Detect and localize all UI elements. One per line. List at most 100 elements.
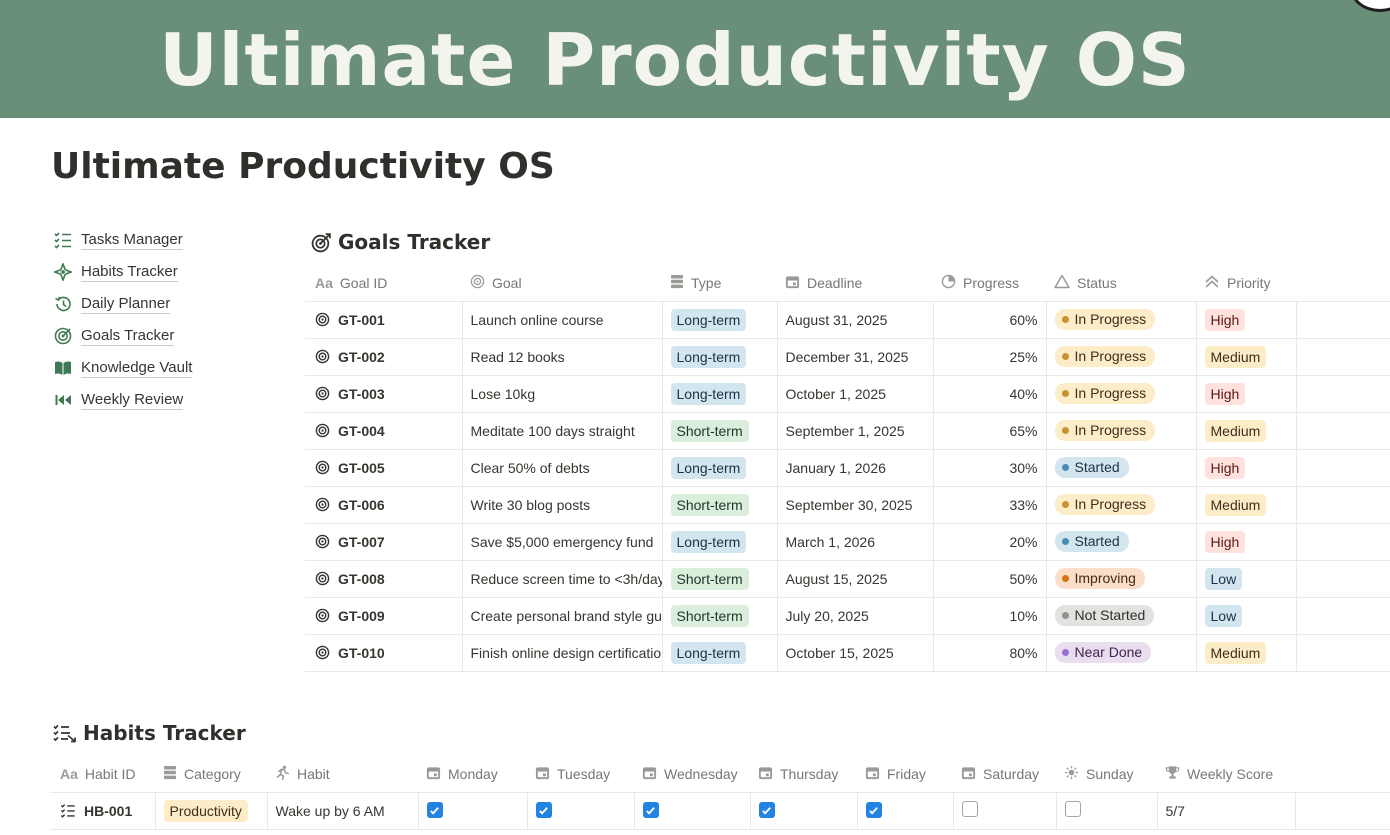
- sidebar-item-weekly-review[interactable]: Weekly Review: [53, 384, 192, 416]
- status-cell[interactable]: In Progress: [1046, 301, 1197, 339]
- goal-id-cell[interactable]: GT-001: [305, 301, 463, 339]
- progress-cell[interactable]: 40%: [933, 375, 1047, 413]
- sidebar-item-habits-tracker[interactable]: Habits Tracker: [53, 256, 192, 288]
- status-cell[interactable]: In Progress: [1046, 412, 1197, 450]
- table-row[interactable]: GT-009 Create personal brand style guide S…: [305, 597, 1390, 635]
- sidebar-item-tasks-manager[interactable]: Tasks Manager: [53, 224, 192, 256]
- deadline-cell[interactable]: March 1, 2026: [777, 523, 934, 561]
- goal-id-cell[interactable]: GT-007: [305, 523, 463, 561]
- table-row[interactable]: GT-003 Lose 10kg Long-term October 1, 2025 4…: [305, 375, 1390, 413]
- table-row[interactable]: GT-002 Read 12 books Long-term December 31,…: [305, 338, 1390, 376]
- type-cell[interactable]: Long-term: [662, 338, 778, 376]
- col-header-friday[interactable]: Friday: [857, 756, 953, 793]
- priority-cell[interactable]: High: [1196, 375, 1297, 413]
- deadline-cell[interactable]: August 15, 2025: [777, 560, 934, 598]
- checkbox-checked[interactable]: [865, 802, 882, 819]
- progress-cell[interactable]: 20%: [933, 523, 1047, 561]
- progress-cell[interactable]: 60%: [933, 301, 1047, 339]
- type-cell[interactable]: Short-term: [662, 597, 778, 635]
- col-header-habit-id[interactable]: Aa Habit ID: [50, 756, 155, 793]
- goal-id-cell[interactable]: GT-005: [305, 449, 463, 487]
- col-header-tuesday[interactable]: Tuesday: [527, 756, 634, 793]
- checkbox-checked[interactable]: [426, 802, 443, 819]
- goal-id-cell[interactable]: GT-004: [305, 412, 463, 450]
- priority-cell[interactable]: Low: [1196, 597, 1297, 635]
- goal-name-cell[interactable]: Lose 10kg: [462, 375, 663, 413]
- progress-cell[interactable]: 33%: [933, 486, 1047, 524]
- col-header-progress[interactable]: Progress: [933, 265, 1046, 302]
- deadline-cell[interactable]: August 31, 2025: [777, 301, 934, 339]
- priority-cell[interactable]: Medium: [1196, 338, 1297, 376]
- table-row[interactable]: GT-006 Write 30 blog posts Short-term Septe…: [305, 486, 1390, 524]
- col-header-thursday[interactable]: Thursday: [750, 756, 857, 793]
- status-cell[interactable]: Near Done: [1046, 634, 1197, 672]
- table-row[interactable]: GT-001 Launch online course Long-term Augus…: [305, 301, 1390, 339]
- goal-name-cell[interactable]: Finish online design certification: [462, 634, 663, 672]
- col-header-status[interactable]: Status: [1046, 265, 1196, 302]
- goal-id-cell[interactable]: GT-002: [305, 338, 463, 376]
- col-header-goal[interactable]: Goal: [462, 265, 662, 302]
- type-cell[interactable]: Long-term: [662, 375, 778, 413]
- habit-name-cell[interactable]: Wake up by 6 AM: [267, 792, 419, 830]
- col-header-saturday[interactable]: Saturday: [953, 756, 1056, 793]
- priority-cell[interactable]: Medium: [1196, 634, 1297, 672]
- type-cell[interactable]: Long-term: [662, 634, 778, 672]
- progress-cell[interactable]: 50%: [933, 560, 1047, 598]
- col-header-monday[interactable]: Monday: [418, 756, 527, 793]
- col-header-type[interactable]: Type: [662, 265, 777, 302]
- status-cell[interactable]: In Progress: [1046, 338, 1197, 376]
- deadline-cell[interactable]: October 15, 2025: [777, 634, 934, 672]
- sidebar-item-daily-planner[interactable]: Daily Planner: [53, 288, 192, 320]
- goal-name-cell[interactable]: Reduce screen time to <3h/day: [462, 560, 663, 598]
- goal-id-cell[interactable]: GT-003: [305, 375, 463, 413]
- type-cell[interactable]: Long-term: [662, 449, 778, 487]
- goal-id-cell[interactable]: GT-009: [305, 597, 463, 635]
- priority-cell[interactable]: Medium: [1196, 486, 1297, 524]
- status-cell[interactable]: Started: [1046, 449, 1197, 487]
- sidebar-item-goals-tracker[interactable]: Goals Tracker: [53, 320, 192, 352]
- goal-id-cell[interactable]: GT-006: [305, 486, 463, 524]
- checkbox-unchecked[interactable]: [1064, 801, 1081, 817]
- deadline-cell[interactable]: July 20, 2025: [777, 597, 934, 635]
- goal-id-cell[interactable]: GT-008: [305, 560, 463, 598]
- type-cell[interactable]: Short-term: [662, 486, 778, 524]
- type-cell[interactable]: Long-term: [662, 523, 778, 561]
- table-row[interactable]: GT-005 Clear 50% of debts Long-term January…: [305, 449, 1390, 487]
- checkbox-checked[interactable]: [758, 802, 775, 819]
- col-header-sunday[interactable]: Sunday: [1056, 756, 1157, 793]
- progress-cell[interactable]: 25%: [933, 338, 1047, 376]
- status-cell[interactable]: In Progress: [1046, 375, 1197, 413]
- goal-name-cell[interactable]: Save $5,000 emergency fund: [462, 523, 663, 561]
- goal-name-cell[interactable]: Clear 50% of debts: [462, 449, 663, 487]
- checkbox-unchecked[interactable]: [961, 801, 978, 817]
- priority-cell[interactable]: High: [1196, 301, 1297, 339]
- table-row[interactable]: GT-007 Save $5,000 emergency fund Long-ter…: [305, 523, 1390, 561]
- checkbox-checked[interactable]: [535, 802, 552, 819]
- col-header-category[interactable]: Category: [155, 756, 267, 793]
- priority-cell[interactable]: Low: [1196, 560, 1297, 598]
- status-cell[interactable]: Started: [1046, 523, 1197, 561]
- goal-name-cell[interactable]: Create personal brand style guide: [462, 597, 663, 635]
- priority-cell[interactable]: Medium: [1196, 412, 1297, 450]
- deadline-cell[interactable]: January 1, 2026: [777, 449, 934, 487]
- progress-cell[interactable]: 80%: [933, 634, 1047, 672]
- deadline-cell[interactable]: December 31, 2025: [777, 338, 934, 376]
- weekly-score-cell[interactable]: 5/7: [1157, 792, 1296, 830]
- col-header-weekly-score[interactable]: Weekly Score: [1157, 756, 1295, 793]
- goal-name-cell[interactable]: Launch online course: [462, 301, 663, 339]
- deadline-cell[interactable]: September 30, 2025: [777, 486, 934, 524]
- progress-cell[interactable]: 30%: [933, 449, 1047, 487]
- status-cell[interactable]: Not Started: [1046, 597, 1197, 635]
- type-cell[interactable]: Long-term: [662, 301, 778, 339]
- col-header-habit[interactable]: Habit: [267, 756, 418, 793]
- priority-cell[interactable]: High: [1196, 523, 1297, 561]
- col-header-wednesday[interactable]: Wednesday: [634, 756, 750, 793]
- col-header-goal-id[interactable]: Aa Goal ID: [305, 265, 462, 302]
- status-cell[interactable]: In Progress: [1046, 486, 1197, 524]
- goal-name-cell[interactable]: Meditate 100 days straight: [462, 412, 663, 450]
- deadline-cell[interactable]: September 1, 2025: [777, 412, 934, 450]
- goal-name-cell[interactable]: Read 12 books: [462, 338, 663, 376]
- progress-cell[interactable]: 65%: [933, 412, 1047, 450]
- goal-name-cell[interactable]: Write 30 blog posts: [462, 486, 663, 524]
- table-row[interactable]: GT-008 Reduce screen time to <3h/day Short…: [305, 560, 1390, 598]
